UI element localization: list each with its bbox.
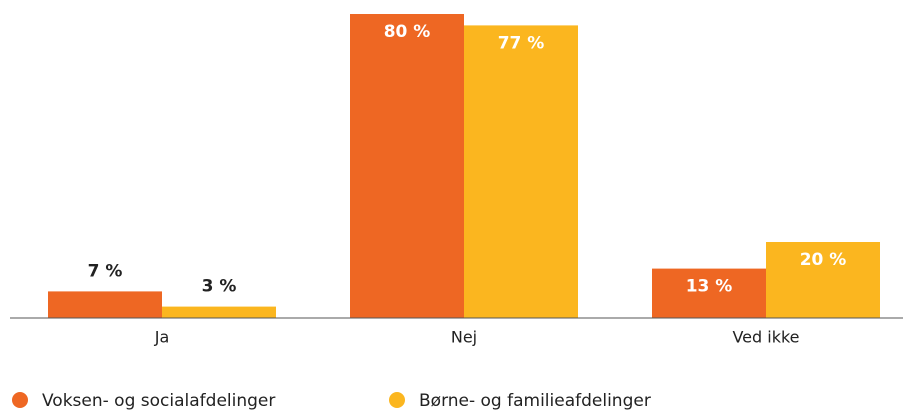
legend-label: Børne- og familieafdelinger (419, 391, 651, 410)
value-label: 7 % (88, 261, 123, 281)
legend-label: Voksen- og socialafdelinger (42, 391, 275, 410)
legend-marker (12, 392, 28, 408)
value-label: 20 % (800, 250, 847, 270)
bar (766, 242, 880, 318)
x-tick-label: Ja (154, 328, 170, 347)
bar (652, 268, 766, 318)
bar (162, 306, 276, 318)
x-tick-label: Ved ikke (732, 328, 799, 347)
value-label: 80 % (384, 22, 431, 42)
x-tick-label: Nej (451, 328, 477, 347)
value-label: 3 % (202, 277, 237, 297)
value-label: 13 % (686, 277, 733, 297)
bar (48, 291, 162, 318)
bar (350, 14, 464, 318)
value-label: 77 % (498, 33, 545, 53)
legend-marker (389, 392, 405, 408)
bar (464, 25, 578, 319)
